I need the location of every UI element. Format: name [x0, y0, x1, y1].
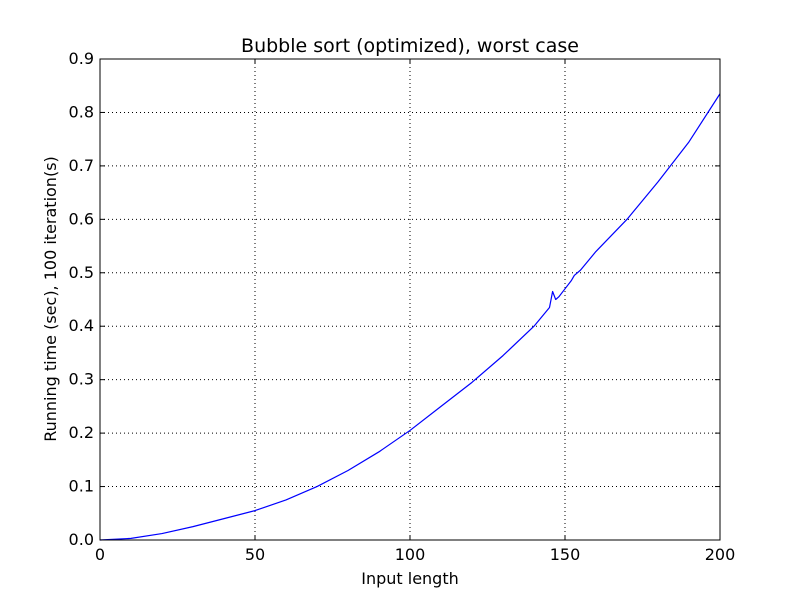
series-layer: [99, 93, 721, 541]
grid: [99, 58, 721, 541]
y-tick-label: 0.4: [69, 316, 94, 335]
y-tick-label: 0.9: [69, 49, 94, 68]
y-tick-label: 0.1: [69, 477, 94, 496]
y-axis-label: Running time (sec), 100 iteration(s): [41, 156, 60, 442]
y-ticks: 0.0 0.1 0.2 0.3 0.4 0.5 0.6 0.7 0.8 0.9: [69, 49, 720, 549]
x-tick-label: 150: [550, 545, 581, 564]
x-tick-label: 0: [95, 545, 105, 564]
chart-title: Bubble sort (optimized), worst case: [241, 35, 579, 57]
y-tick-label: 0.0: [69, 530, 94, 549]
x-tick-label: 100: [395, 545, 426, 564]
x-tick-label: 50: [245, 545, 265, 564]
y-tick-label: 0.7: [69, 156, 94, 175]
y-tick-label: 0.6: [69, 209, 94, 228]
y-tick-label: 0.8: [69, 102, 94, 121]
y-tick-label: 0.5: [69, 263, 94, 282]
x-ticks: 0 50 100 150 200: [95, 59, 735, 564]
x-tick-label: 200: [705, 545, 736, 564]
series-line-0: [99, 93, 721, 541]
y-tick-label: 0.2: [69, 423, 94, 442]
x-axis-label: Input length: [361, 569, 459, 588]
y-tick-label: 0.3: [69, 370, 94, 389]
